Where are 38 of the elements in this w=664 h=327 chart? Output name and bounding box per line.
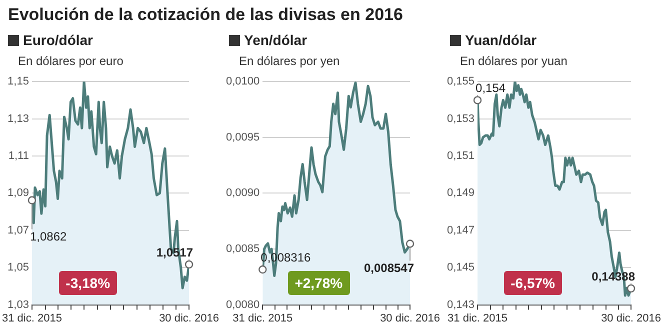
y-tick-label: 0,0085	[226, 243, 260, 256]
y-tick-label: 0,145	[446, 262, 475, 274]
y-tick-label: 0,149	[446, 187, 475, 200]
chart-subtitle: En dólares por euro	[17, 53, 124, 70]
y-tick-label: 1,09	[8, 187, 29, 200]
text: Evolución de la cotización de las divisas en 2016	[8, 5, 403, 24]
y-tick-label: 0,0090	[226, 187, 260, 200]
y-tick-label: 0,0095	[226, 131, 260, 144]
y-tick-label: 0,0080	[226, 298, 260, 311]
y-tick-label: 1,03	[8, 298, 29, 311]
x-tick-label: 30 dic. 2016	[380, 312, 440, 324]
annotation: -6,57%	[504, 270, 562, 295]
annotation: 0,008547	[364, 260, 414, 275]
x-tick-label: 31 dic. 2015	[232, 312, 293, 324]
y-tick-label: 0,151	[446, 150, 475, 162]
y-tick-label: 0,0100	[226, 76, 260, 88]
y-tick-label: 1,05	[8, 262, 29, 274]
y-tick-label: 0,147	[446, 224, 475, 236]
chart-title: Euro/dólar	[23, 31, 94, 50]
y-tick-label: 0,153	[446, 112, 475, 125]
x-tick-label: 30 dic. 2016	[601, 312, 661, 324]
annotation: -3,18%	[58, 270, 118, 295]
annotation: +2,78%	[288, 270, 350, 295]
x-tick-label: 31 dic. 2015	[2, 312, 62, 324]
y-tick-label: 1,11	[8, 150, 29, 162]
x-tick-label: 31 dic. 2015	[448, 312, 508, 324]
y-tick-label: 1,13	[8, 112, 29, 125]
chart-subtitle: En dólares por yuan	[459, 53, 568, 70]
y-tick-label: 1,15	[8, 76, 29, 88]
chart-title: Yen/dólar	[244, 31, 308, 50]
annotation: 1,0862	[30, 229, 67, 244]
y-tick-label: 0,143	[446, 298, 475, 311]
y-tick-label: 0,155	[446, 76, 475, 88]
y-tick-label: 1,07	[8, 224, 29, 236]
annotation: 0,154	[476, 81, 506, 96]
x-tick-label: 30 dic. 2016	[159, 312, 219, 324]
chart-title: Yuan/dólar	[465, 31, 537, 50]
chart-subtitle: En dólares por yen	[238, 53, 341, 70]
